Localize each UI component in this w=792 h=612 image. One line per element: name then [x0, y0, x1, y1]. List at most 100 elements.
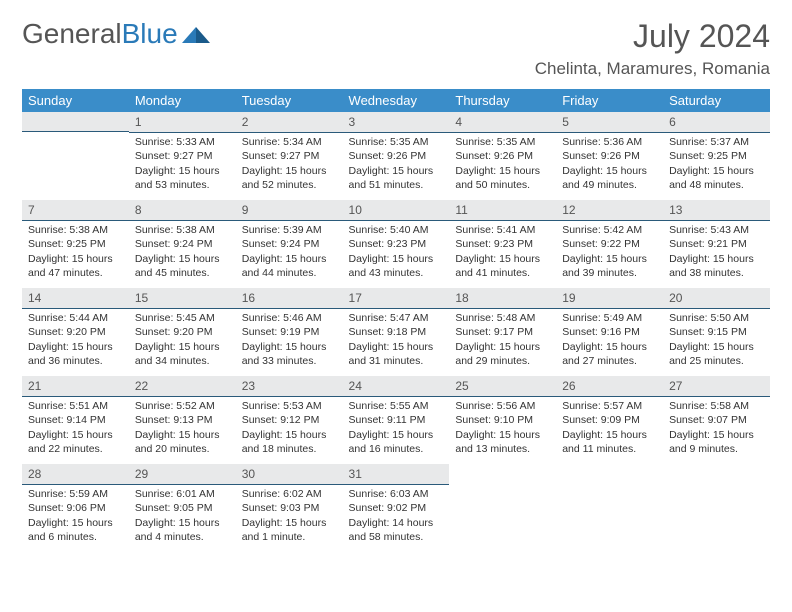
- day-details: Sunrise: 5:38 AMSunset: 9:24 PMDaylight:…: [129, 221, 236, 284]
- day-d2: and 58 minutes.: [349, 530, 444, 544]
- day-d2: and 43 minutes.: [349, 266, 444, 280]
- day-number: 10: [343, 200, 450, 221]
- day-d1: Daylight: 15 hours: [242, 340, 337, 354]
- day-sr: Sunrise: 6:01 AM: [135, 487, 230, 501]
- day-number: 11: [449, 200, 556, 221]
- calendar-day-cell: 18Sunrise: 5:48 AMSunset: 9:17 PMDayligh…: [449, 288, 556, 376]
- day-sr: Sunrise: 5:50 AM: [669, 311, 764, 325]
- day-sr: Sunrise: 5:43 AM: [669, 223, 764, 237]
- day-d1: Daylight: 15 hours: [135, 164, 230, 178]
- col-monday: Monday: [129, 89, 236, 112]
- day-details: Sunrise: 5:57 AMSunset: 9:09 PMDaylight:…: [556, 397, 663, 460]
- calendar-day-cell: 4Sunrise: 5:35 AMSunset: 9:26 PMDaylight…: [449, 112, 556, 200]
- day-sr: Sunrise: 5:41 AM: [455, 223, 550, 237]
- day-d1: Daylight: 15 hours: [455, 252, 550, 266]
- day-sr: Sunrise: 5:42 AM: [562, 223, 657, 237]
- day-d2: and 45 minutes.: [135, 266, 230, 280]
- day-number: 19: [556, 288, 663, 309]
- day-ss: Sunset: 9:18 PM: [349, 325, 444, 339]
- day-details: Sunrise: 5:35 AMSunset: 9:26 PMDaylight:…: [343, 133, 450, 196]
- day-number: 3: [343, 112, 450, 133]
- calendar-day-cell: 22Sunrise: 5:52 AMSunset: 9:13 PMDayligh…: [129, 376, 236, 464]
- day-number: 7: [22, 200, 129, 221]
- day-sr: Sunrise: 5:38 AM: [135, 223, 230, 237]
- day-details: Sunrise: 5:47 AMSunset: 9:18 PMDaylight:…: [343, 309, 450, 372]
- day-d2: and 4 minutes.: [135, 530, 230, 544]
- day-d2: and 22 minutes.: [28, 442, 123, 456]
- day-ss: Sunset: 9:15 PM: [669, 325, 764, 339]
- day-number: 15: [129, 288, 236, 309]
- day-sr: Sunrise: 5:36 AM: [562, 135, 657, 149]
- calendar-day-cell: 19Sunrise: 5:49 AMSunset: 9:16 PMDayligh…: [556, 288, 663, 376]
- day-details: Sunrise: 5:43 AMSunset: 9:21 PMDaylight:…: [663, 221, 770, 284]
- calendar-day-cell: 29Sunrise: 6:01 AMSunset: 9:05 PMDayligh…: [129, 464, 236, 552]
- calendar-day-cell: 8Sunrise: 5:38 AMSunset: 9:24 PMDaylight…: [129, 200, 236, 288]
- day-ss: Sunset: 9:12 PM: [242, 413, 337, 427]
- day-number: 1: [129, 112, 236, 133]
- day-d1: Daylight: 15 hours: [349, 340, 444, 354]
- day-ss: Sunset: 9:16 PM: [562, 325, 657, 339]
- day-sr: Sunrise: 5:56 AM: [455, 399, 550, 413]
- day-ss: Sunset: 9:27 PM: [135, 149, 230, 163]
- day-d2: and 16 minutes.: [349, 442, 444, 456]
- day-d1: Daylight: 15 hours: [242, 252, 337, 266]
- day-sr: Sunrise: 5:44 AM: [28, 311, 123, 325]
- day-details: Sunrise: 5:55 AMSunset: 9:11 PMDaylight:…: [343, 397, 450, 460]
- day-d2: and 13 minutes.: [455, 442, 550, 456]
- day-sr: Sunrise: 5:35 AM: [349, 135, 444, 149]
- day-number: 14: [22, 288, 129, 309]
- day-ss: Sunset: 9:03 PM: [242, 501, 337, 515]
- brand-part2: Blue: [122, 18, 178, 50]
- day-d1: Daylight: 15 hours: [135, 516, 230, 530]
- location-subtitle: Chelinta, Maramures, Romania: [535, 59, 770, 79]
- day-details: Sunrise: 5:36 AMSunset: 9:26 PMDaylight:…: [556, 133, 663, 196]
- calendar-day-cell: 10Sunrise: 5:40 AMSunset: 9:23 PMDayligh…: [343, 200, 450, 288]
- calendar-day-cell: 6Sunrise: 5:37 AMSunset: 9:25 PMDaylight…: [663, 112, 770, 200]
- calendar-week-row: 7Sunrise: 5:38 AMSunset: 9:25 PMDaylight…: [22, 200, 770, 288]
- day-details: Sunrise: 5:45 AMSunset: 9:20 PMDaylight:…: [129, 309, 236, 372]
- day-sr: Sunrise: 5:51 AM: [28, 399, 123, 413]
- day-d1: Daylight: 15 hours: [135, 428, 230, 442]
- col-sunday: Sunday: [22, 89, 129, 112]
- calendar-day-cell: 7Sunrise: 5:38 AMSunset: 9:25 PMDaylight…: [22, 200, 129, 288]
- day-details: Sunrise: 6:03 AMSunset: 9:02 PMDaylight:…: [343, 485, 450, 548]
- calendar-day-cell: 1Sunrise: 5:33 AMSunset: 9:27 PMDaylight…: [129, 112, 236, 200]
- calendar-week-row: 14Sunrise: 5:44 AMSunset: 9:20 PMDayligh…: [22, 288, 770, 376]
- day-sr: Sunrise: 5:48 AM: [455, 311, 550, 325]
- day-sr: Sunrise: 5:47 AM: [349, 311, 444, 325]
- day-details: Sunrise: 5:34 AMSunset: 9:27 PMDaylight:…: [236, 133, 343, 196]
- calendar-day-cell: 31Sunrise: 6:03 AMSunset: 9:02 PMDayligh…: [343, 464, 450, 552]
- day-d2: and 36 minutes.: [28, 354, 123, 368]
- day-sr: Sunrise: 5:53 AM: [242, 399, 337, 413]
- day-number: 20: [663, 288, 770, 309]
- day-details: Sunrise: 5:52 AMSunset: 9:13 PMDaylight:…: [129, 397, 236, 460]
- day-details: Sunrise: 5:58 AMSunset: 9:07 PMDaylight:…: [663, 397, 770, 460]
- day-d1: Daylight: 15 hours: [135, 252, 230, 266]
- calendar-body: 1Sunrise: 5:33 AMSunset: 9:27 PMDaylight…: [22, 112, 770, 552]
- empty-day-bar: [22, 112, 129, 132]
- day-d1: Daylight: 15 hours: [562, 164, 657, 178]
- day-number: 12: [556, 200, 663, 221]
- day-details: Sunrise: 6:02 AMSunset: 9:03 PMDaylight:…: [236, 485, 343, 548]
- calendar-day-cell: 24Sunrise: 5:55 AMSunset: 9:11 PMDayligh…: [343, 376, 450, 464]
- day-d1: Daylight: 15 hours: [242, 516, 337, 530]
- calendar-day-cell: 9Sunrise: 5:39 AMSunset: 9:24 PMDaylight…: [236, 200, 343, 288]
- day-ss: Sunset: 9:11 PM: [349, 413, 444, 427]
- day-number: 24: [343, 376, 450, 397]
- day-number: 22: [129, 376, 236, 397]
- day-ss: Sunset: 9:02 PM: [349, 501, 444, 515]
- calendar-week-row: 28Sunrise: 5:59 AMSunset: 9:06 PMDayligh…: [22, 464, 770, 552]
- calendar-day-cell: 23Sunrise: 5:53 AMSunset: 9:12 PMDayligh…: [236, 376, 343, 464]
- calendar-day-cell: 30Sunrise: 6:02 AMSunset: 9:03 PMDayligh…: [236, 464, 343, 552]
- day-number: 31: [343, 464, 450, 485]
- day-d2: and 20 minutes.: [135, 442, 230, 456]
- day-number: 18: [449, 288, 556, 309]
- calendar-week-row: 21Sunrise: 5:51 AMSunset: 9:14 PMDayligh…: [22, 376, 770, 464]
- day-d1: Daylight: 15 hours: [562, 428, 657, 442]
- day-details: Sunrise: 5:41 AMSunset: 9:23 PMDaylight:…: [449, 221, 556, 284]
- title-block: July 2024 Chelinta, Maramures, Romania: [535, 18, 770, 79]
- day-d2: and 51 minutes.: [349, 178, 444, 192]
- day-d1: Daylight: 15 hours: [349, 252, 444, 266]
- day-number: 4: [449, 112, 556, 133]
- col-wednesday: Wednesday: [343, 89, 450, 112]
